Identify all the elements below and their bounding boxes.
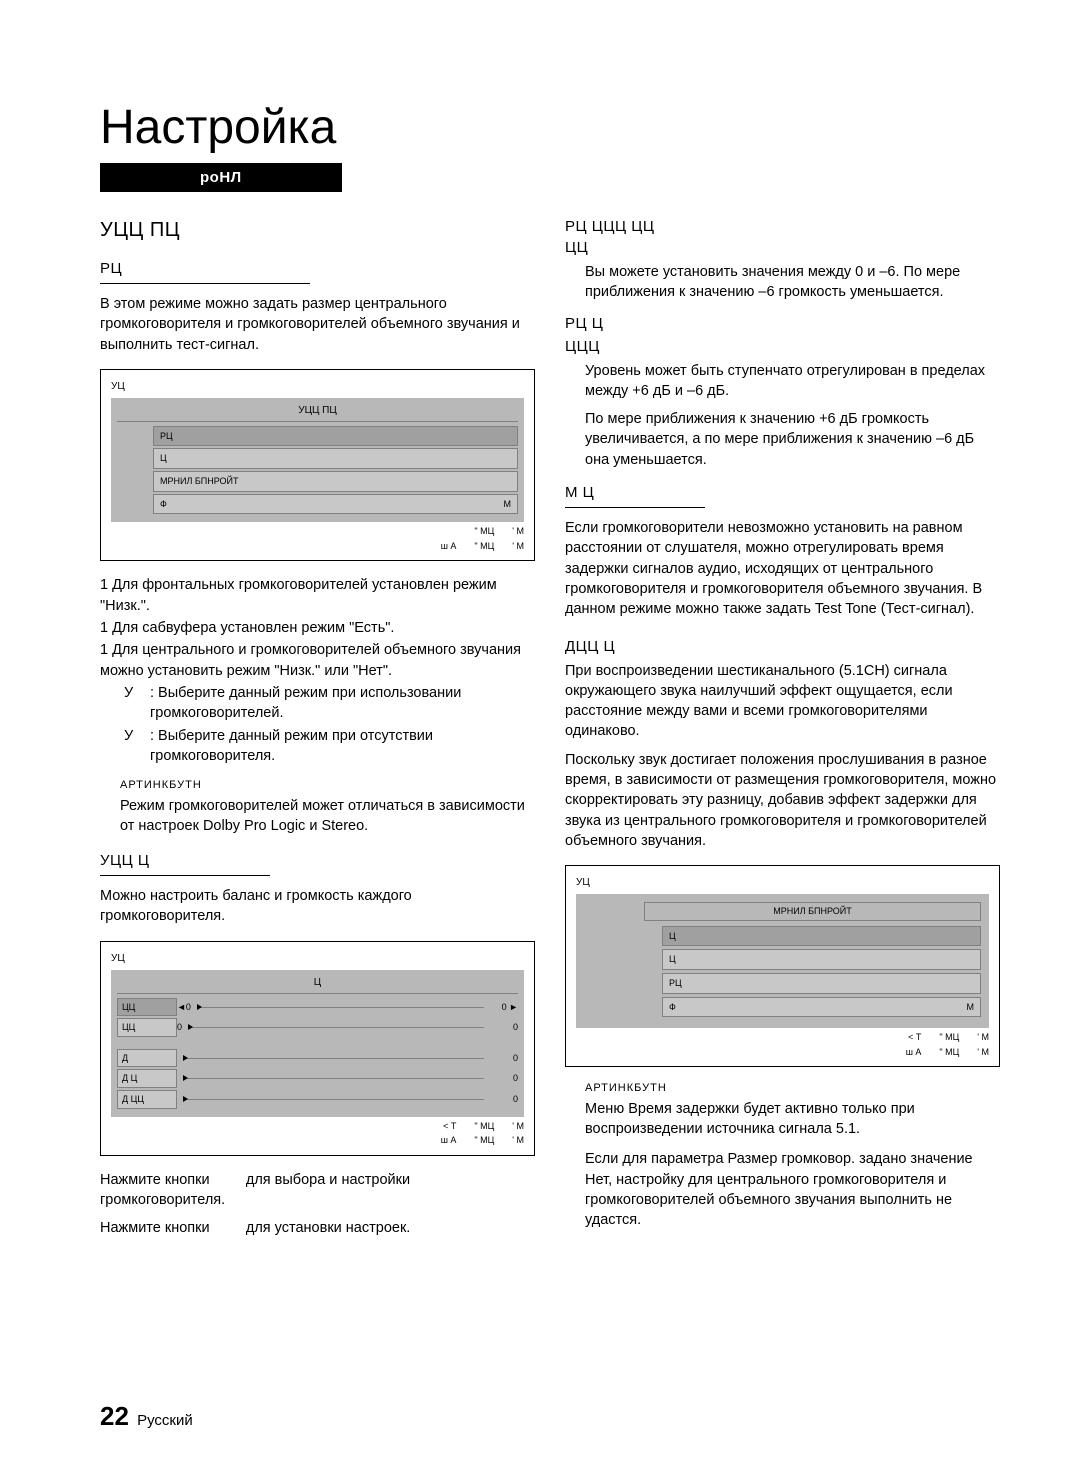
diagram-label: УЦ xyxy=(576,876,989,890)
menu-row: Ф М xyxy=(153,494,518,515)
menu-diagram: УЦ МРНИЛ БПНРОЙТ Ц Ц РЦ Ф М xyxy=(565,865,1000,1067)
sub-label: У xyxy=(100,683,150,724)
body-text: Уровень может быть ступенчато отрегулиро… xyxy=(565,361,1000,402)
menu-row: Ц xyxy=(153,448,518,469)
diagram-title: Ц xyxy=(117,976,518,994)
note-text: Режим громкоговорителей может отличаться… xyxy=(100,796,535,837)
subsection-heading: ЦЦ xyxy=(565,237,1000,258)
sub-item: У : Выберите данный режим при отсутствии… xyxy=(100,726,535,767)
page-number: 22 Русский xyxy=(100,1401,193,1432)
tab-bar: роНЛ xyxy=(100,163,1000,192)
subsection-heading: УЦЦ Ц xyxy=(100,850,535,871)
divider xyxy=(100,875,270,876)
sub-label: У xyxy=(100,726,150,767)
divider xyxy=(565,507,705,508)
note-label: АРТИНКБУТН xyxy=(565,1081,1000,1096)
diagram-footer: ш А " МЦ ' М xyxy=(111,540,524,553)
slider-track xyxy=(183,1099,484,1100)
body-text: Если громкоговорители невозможно установ… xyxy=(565,518,1000,619)
menu-diagram: УЦ УЦЦ ПЦ РЦ Ц МРНИЛ БПНРОЙТ Ф М " МЦ xyxy=(100,369,535,562)
manual-page: Настройка роНЛ УЦЦ ПЦ РЦ В этом режиме м… xyxy=(0,0,1080,1287)
menu-row: РЦ xyxy=(662,973,981,994)
slider-row: Д Ц 0 xyxy=(117,1069,518,1088)
body-text: В этом режиме можно задать размер центра… xyxy=(100,294,535,355)
diagram-panel: МРНИЛ БПНРОЙТ Ц Ц РЦ Ф М xyxy=(576,894,989,1028)
menu-row: МРНИЛ БПНРОЙТ xyxy=(153,471,518,492)
diagram-footer: < Т " МЦ ' М xyxy=(111,1120,524,1133)
slider-track xyxy=(183,1078,484,1079)
diagram-label: УЦ xyxy=(111,952,524,966)
sub-item: У : Выберите данный режим при использова… xyxy=(100,683,535,724)
columns: УЦЦ ПЦ РЦ В этом режиме можно задать раз… xyxy=(100,210,1000,1247)
slider-row: ЦЦ 0 0 xyxy=(117,1018,518,1037)
menu-row: Ф М xyxy=(662,997,981,1018)
diagram-title: МРНИЛ БПНРОЙТ xyxy=(644,902,981,921)
section-heading: УЦЦ ПЦ xyxy=(100,216,535,244)
sub-text: : Выберите данный режим при использовани… xyxy=(150,683,535,724)
diagram-footer: ш А " МЦ ' М xyxy=(111,1134,524,1147)
body-text: Поскольку звук достигает положения просл… xyxy=(565,750,1000,851)
note-text: Если для параметра Размер громковор. зад… xyxy=(565,1149,1000,1230)
body-text: Нажмите кнопки для установки настроек. xyxy=(100,1218,535,1238)
diagram-title: УЦЦ ПЦ xyxy=(117,404,518,422)
diagram-panel: УЦЦ ПЦ РЦ Ц МРНИЛ БПНРОЙТ Ф М xyxy=(111,398,524,522)
note-label: АРТИНКБУТН xyxy=(100,778,535,793)
tab-active: роНЛ xyxy=(100,163,342,192)
diagram-footer: < Т " МЦ ' М xyxy=(576,1031,989,1044)
subsection-heading: ДЦЦ Ц xyxy=(565,636,1000,657)
slider-track xyxy=(188,1027,484,1028)
diagram-footer: " МЦ ' М xyxy=(111,525,524,538)
slider-diagram: УЦ Ц ЦЦ ◄0 0 ► ЦЦ 0 0 xyxy=(100,941,535,1156)
note-text: Меню Время задержки будет активно только… xyxy=(565,1099,1000,1140)
body-text: При воспроизведении шестиканального (5.1… xyxy=(565,661,1000,742)
list-item: 1 Для фронтальных громкоговорителей уста… xyxy=(100,575,535,616)
slider-row: Д 0 xyxy=(117,1049,518,1068)
subsection-heading: ЦЦЦ xyxy=(565,336,1000,357)
body-text: По мере приближения к значению +6 дБ гро… xyxy=(565,409,1000,470)
menu-row: Ц xyxy=(662,949,981,970)
slider-track xyxy=(197,1007,484,1008)
diagram-label: УЦ xyxy=(111,380,524,394)
column-right: РЦ ЦЦЦ ЦЦ ЦЦ Вы можете установить значен… xyxy=(565,210,1000,1247)
subsection-heading: РЦ xyxy=(100,258,535,279)
subsection-heading: РЦ Ц xyxy=(565,313,1000,334)
diagram-footer: ш А " МЦ ' М xyxy=(576,1046,989,1059)
slider-track xyxy=(183,1058,484,1059)
list-item: 1 Для центрального и громкоговорителей о… xyxy=(100,640,535,681)
menu-row: Ц xyxy=(662,926,981,947)
sub-text: : Выберите данный режим при отсутствии г… xyxy=(150,726,535,767)
list-item: 1 Для сабвуфера установлен режим "Есть". xyxy=(100,618,535,638)
body-text: Можно настроить баланс и громкость каждо… xyxy=(100,886,535,927)
body-text: Вы можете установить значения между 0 и … xyxy=(565,262,1000,303)
page-title: Настройка xyxy=(100,100,1000,155)
subsection-heading: РЦ ЦЦЦ ЦЦ xyxy=(565,216,1000,237)
divider xyxy=(100,283,310,284)
menu-row: РЦ xyxy=(153,426,518,447)
slider-row: Д ЦЦ 0 xyxy=(117,1090,518,1109)
subsection-heading: М Ц xyxy=(565,482,1000,503)
slider-row: ЦЦ ◄0 0 ► xyxy=(117,998,518,1017)
diagram-panel: Ц ЦЦ ◄0 0 ► ЦЦ 0 0 Д xyxy=(111,970,524,1117)
body-text: Нажмите кнопки для выбора и настройки гр… xyxy=(100,1170,535,1211)
column-left: УЦЦ ПЦ РЦ В этом режиме можно задать раз… xyxy=(100,210,535,1247)
